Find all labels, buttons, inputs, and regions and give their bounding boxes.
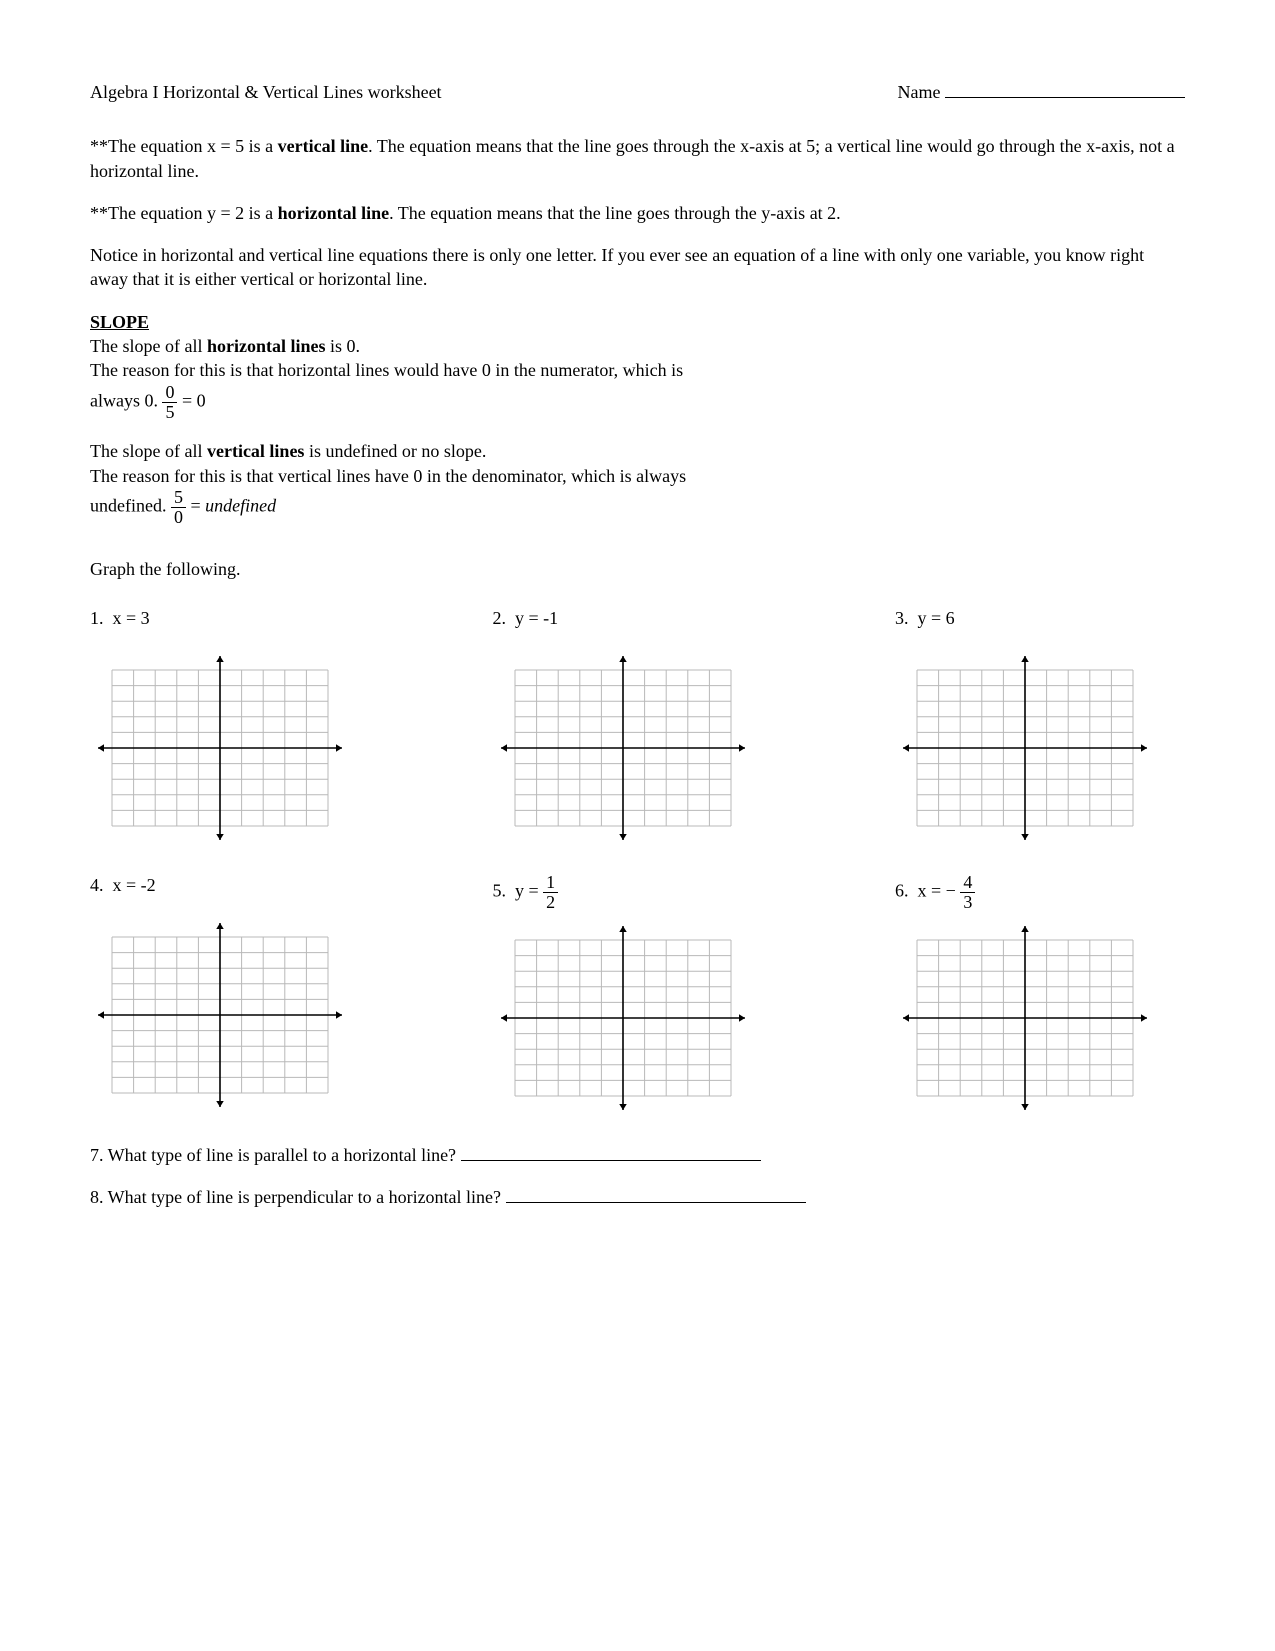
fraction-5-over-0: 5 0	[171, 488, 186, 527]
graph-section: Graph the following. 1. x = 3 2. y = -1 …	[90, 557, 1185, 1118]
graph-prompt: Graph the following.	[90, 557, 1185, 581]
problem-2-label: 2. y = -1	[493, 606, 783, 642]
q8-blank[interactable]	[506, 1202, 806, 1203]
slope-horizontal-reason-a: The reason for this is that horizontal l…	[90, 358, 1185, 382]
intro-para-2: **The equation y = 2 is a horizontal lin…	[90, 201, 1185, 225]
problem-4-label: 4. x = -2	[90, 873, 380, 909]
graph-row-2: 4. x = -2 5. y = 12 6. x = − 43	[90, 873, 1185, 1118]
intro-para-3: Notice in horizontal and vertical line e…	[90, 243, 1185, 292]
problem-1-label: 1. x = 3	[90, 606, 380, 642]
problem-3-grid[interactable]	[895, 648, 1185, 848]
slope-horizontal-statement: The slope of all horizontal lines is 0.	[90, 334, 1185, 358]
fraction-0-over-5: 0 5	[162, 383, 177, 422]
problem-2: 2. y = -1	[493, 606, 783, 848]
problem-4: 4. x = -2	[90, 873, 380, 1118]
problem-5-label: 5. y = 12	[493, 873, 783, 912]
question-7: 7. What type of line is parallel to a ho…	[90, 1143, 1185, 1167]
q7-blank[interactable]	[461, 1160, 761, 1161]
name-label: Name	[898, 80, 1185, 104]
problem-5-grid[interactable]	[493, 918, 783, 1118]
slope-vertical-reason-b: undefined. 5 0 = undefined	[90, 488, 1185, 527]
problem-2-grid[interactable]	[493, 648, 783, 848]
intro-para-1: **The equation x = 5 is a vertical line.…	[90, 134, 1185, 183]
problem-3: 3. y = 6	[895, 606, 1185, 848]
slope-heading: SLOPE	[90, 310, 1185, 334]
problem-5: 5. y = 12	[493, 873, 783, 1118]
question-8: 8. What type of line is perpendicular to…	[90, 1185, 1185, 1209]
problem-4-grid[interactable]	[90, 915, 380, 1115]
slope-vertical-statement: The slope of all vertical lines is undef…	[90, 439, 1185, 463]
worksheet-title: Algebra I Horizontal & Vertical Lines wo…	[90, 80, 442, 104]
problem-6: 6. x = − 43	[895, 873, 1185, 1118]
slope-horizontal-reason-b: always 0. 0 5 = 0	[90, 383, 1185, 422]
problem-1-grid[interactable]	[90, 648, 380, 848]
problem-3-label: 3. y = 6	[895, 606, 1185, 642]
name-blank[interactable]	[945, 97, 1185, 98]
slope-vertical-reason-a: The reason for this is that vertical lin…	[90, 464, 1185, 488]
fraction-1-over-2: 12	[543, 873, 558, 912]
problem-1: 1. x = 3	[90, 606, 380, 848]
problem-6-label: 6. x = − 43	[895, 873, 1185, 912]
graph-row-1: 1. x = 3 2. y = -1 3. y = 6	[90, 606, 1185, 848]
problem-6-grid[interactable]	[895, 918, 1185, 1118]
worksheet-header: Algebra I Horizontal & Vertical Lines wo…	[90, 80, 1185, 104]
fraction-4-over-3: 43	[960, 873, 975, 912]
